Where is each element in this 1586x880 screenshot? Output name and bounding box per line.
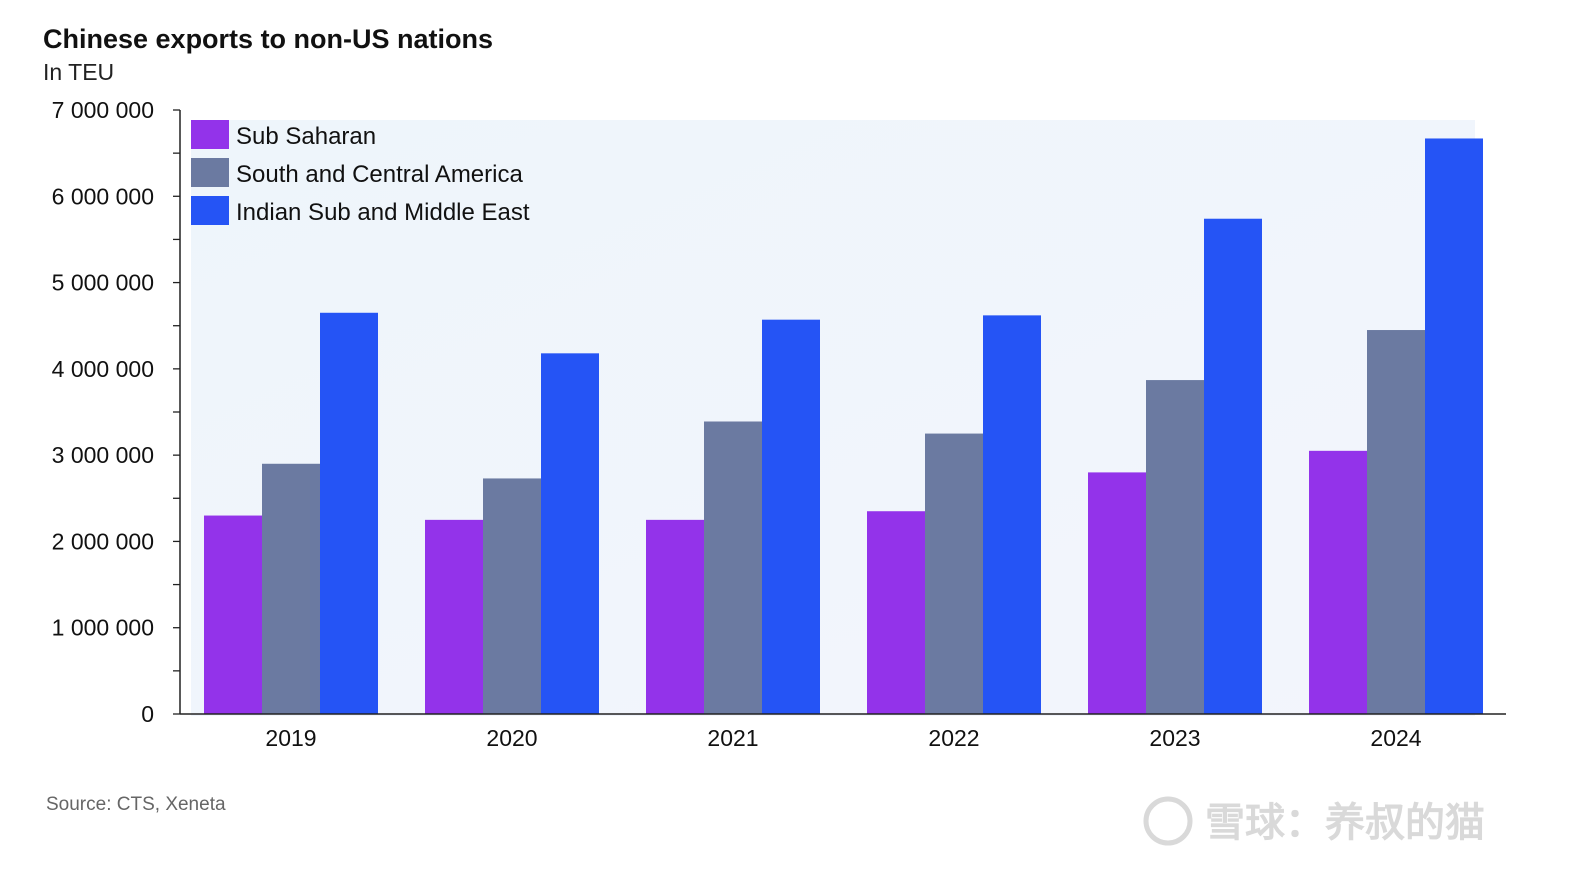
bar-2022-series-3 [983,315,1041,714]
bar-2020-series-3 [541,353,599,714]
x-axis: 2019 2020 2021 2022 2023 2024 [180,713,1506,751]
y-tick-label: 3 000 000 [52,442,154,468]
bar-2023-series-3 [1204,218,1262,714]
legend-label-3: Indian Sub and Middle East [236,199,530,226]
y-tick-label: 4 000 000 [52,356,154,382]
x-tick-label: 2020 [486,725,537,751]
bar-2019-series-2 [262,463,320,714]
y-tick-label: 7 000 000 [52,97,154,123]
bar-2022-series-1 [867,511,925,714]
y-tick-label: 6 000 000 [52,183,154,209]
x-tick-label: 2024 [1370,725,1421,751]
chart-subtitle: In TEU [43,59,114,85]
legend-swatch-2 [191,158,229,187]
y-axis: 0 1 000 000 2 000 000 3 000 000 4 000 000 5 0… [52,97,181,727]
y-tick-label: 2 000 000 [52,528,154,554]
x-tick-label: 2019 [265,725,316,751]
x-tick-label: 2022 [928,725,979,751]
bar-2019-series-1 [204,515,262,714]
bar-2024-series-3 [1425,138,1483,714]
bar-2023-series-2 [1146,380,1204,714]
bar-2023-series-1 [1088,472,1146,714]
legend-label-2: South and Central America [236,161,523,188]
y-tick-label: 5 000 000 [52,270,154,296]
legend-swatch-1 [191,120,229,149]
chart-title: Chinese exports to non-US nations [43,24,493,54]
watermark-logo-icon [1143,796,1193,846]
y-tick-label: 1 000 000 [52,615,154,641]
legend-swatch-3 [191,196,229,225]
bar-2024-series-1 [1309,450,1367,714]
watermark: 雪球：养叔的猫 [1143,796,1485,846]
bar-2024-series-2 [1367,330,1425,714]
bar-2020-series-2 [483,478,541,714]
bars [204,138,1483,714]
bar-2020-series-1 [425,519,483,714]
bar-2021-series-1 [646,519,704,714]
x-tick-label: 2021 [707,725,758,751]
bar-2021-series-3 [762,319,820,714]
legend-label-1: Sub Saharan [236,123,376,150]
bar-2021-series-2 [704,421,762,714]
y-tick-label: 0 [141,701,154,727]
bar-2019-series-3 [320,312,378,714]
x-tick-label: 2023 [1149,725,1200,751]
legend: Sub Saharan South and Central America Indi… [191,120,530,226]
bar-2022-series-2 [925,433,983,714]
watermark-text: 雪球：养叔的猫 [1205,801,1485,845]
source-note: Source: CTS, Xeneta [46,794,226,815]
